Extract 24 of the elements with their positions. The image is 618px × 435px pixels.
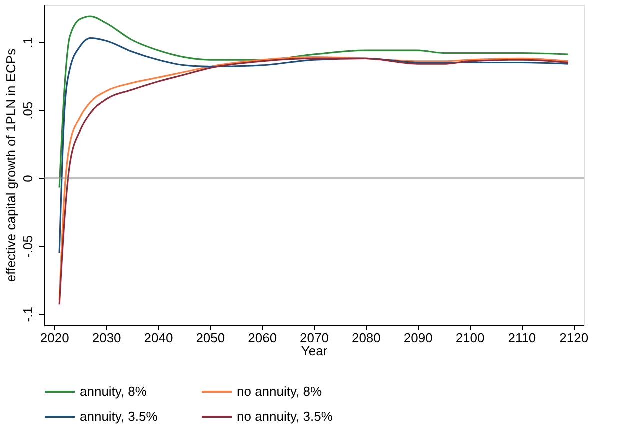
legend-label: annuity, 8%: [80, 384, 148, 399]
x-tick-label: 2070: [300, 330, 329, 346]
line-series: [58, 37, 570, 254]
x-tick-label: 2040: [144, 330, 174, 346]
x-tick-label: 2030: [92, 330, 122, 346]
x-tick-label: 2120: [560, 330, 589, 346]
x-tick-label: 2110: [508, 330, 536, 346]
x-tick-label: 2020: [40, 330, 70, 346]
x-tick-label: 2080: [352, 330, 381, 346]
line-series: [58, 16, 570, 189]
legend-label: no annuity, 8%: [237, 384, 322, 399]
x-tick-label: 2050: [196, 330, 226, 346]
x-tick-label: 2100: [456, 330, 485, 346]
y-tick-label: 0: [20, 175, 36, 182]
y-tick-label: -.05: [20, 235, 36, 258]
legend-label: no annuity, 3.5%: [237, 409, 334, 424]
y-tick-label: .1: [20, 37, 36, 48]
legend-label: annuity, 3.5%: [80, 409, 158, 424]
x-tick-label: 2090: [404, 330, 433, 346]
x-tick-label: 2060: [248, 330, 278, 346]
y-tick-label: -.1: [20, 307, 36, 322]
y-axis-title: effective capital growth of 1PLN in ECPs: [4, 48, 18, 282]
x-axis-title: Year: [301, 344, 328, 358]
y-tick-label: .05: [20, 102, 36, 120]
